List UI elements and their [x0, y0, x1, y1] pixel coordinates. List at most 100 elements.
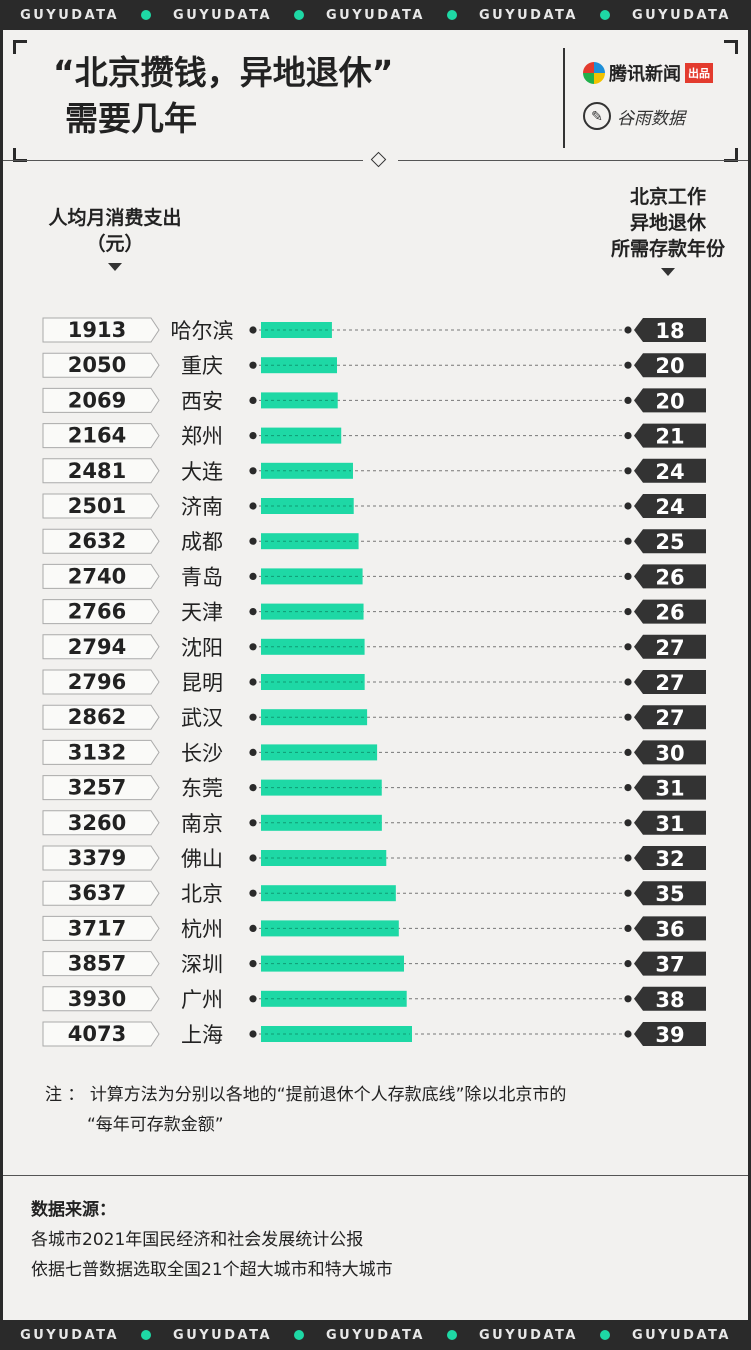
years-tag	[634, 318, 706, 342]
years-tag	[634, 881, 706, 906]
spending-tag	[42, 563, 160, 589]
row-dot	[624, 396, 632, 404]
guyu-data-logo: ✎ 谷雨数据	[583, 102, 685, 130]
brand-word: GUYUDATA	[478, 1327, 578, 1343]
footnote: 注 ： 计算方法为分别以各地的“提前退休个人存款底线”除以北京市的 “每年可存款…	[45, 1080, 566, 1140]
city-label: 昆明	[181, 671, 223, 695]
spending-label: 3857	[68, 952, 126, 976]
spending-label: 2632	[68, 529, 126, 553]
spending-tag	[42, 423, 160, 449]
infographic-card: “北京攒钱，异地退休” 需要几年 腾讯新闻 出品 ✎ 谷雨数据 人均月消费支出 …	[3, 30, 748, 1320]
spending-label: 3257	[68, 776, 126, 800]
brand-dot-icon	[446, 1330, 457, 1340]
spending-label: 4073	[68, 1022, 126, 1046]
tencent-news-logo: 腾讯新闻 出品	[583, 60, 713, 86]
guyu-data-text: 谷雨数据	[617, 108, 685, 129]
brand-word: GUYUDATA	[326, 7, 425, 23]
spending-label: 2481	[68, 459, 126, 483]
city-label: 重庆	[181, 354, 223, 378]
spending-bar	[261, 920, 399, 937]
spending-tag	[42, 951, 160, 977]
row-dot	[249, 889, 257, 897]
source-line2: 依据七普数据选取全国21个超大城市和特大城市	[31, 1260, 393, 1280]
years-tag	[634, 810, 706, 835]
row-dot	[249, 572, 257, 580]
brand-word: GUYUDATA	[326, 1327, 425, 1343]
title-divider	[563, 48, 565, 148]
city-label: 长沙	[181, 741, 223, 765]
years-tag	[634, 670, 706, 694]
city-label: 南京	[181, 812, 223, 836]
spending-tag	[42, 739, 160, 765]
row-dot	[249, 608, 257, 616]
spending-tag	[42, 1021, 160, 1047]
row-dot	[624, 819, 632, 827]
years-label: 39	[655, 1023, 684, 1047]
down-triangle-icon	[661, 268, 675, 276]
spending-bar	[261, 850, 387, 866]
row-dot	[249, 713, 257, 721]
years-tag	[634, 916, 706, 941]
spending-bar	[261, 1026, 412, 1042]
note-line2: “每年可存款金额”	[87, 1115, 224, 1135]
row-dot	[249, 502, 257, 510]
brand-strip-bottom: GUYUDATA GUYUDATA GUYUDATA GUYUDATA GUYUDATA	[0, 1320, 751, 1350]
row-dot	[624, 854, 632, 862]
years-label: 30	[655, 741, 684, 765]
years-label: 26	[655, 601, 684, 625]
spending-tag	[42, 880, 160, 906]
city-label: 东莞	[181, 777, 223, 801]
corner-mark	[13, 40, 27, 54]
spending-bar	[261, 568, 363, 585]
corner-mark	[724, 40, 738, 54]
divider-line	[398, 160, 748, 161]
row-dot	[249, 960, 257, 968]
row-dot	[249, 1030, 257, 1038]
spending-label: 1913	[68, 318, 126, 342]
row-dot	[624, 326, 632, 334]
years-label: 31	[655, 777, 684, 801]
diamond-ornament	[370, 151, 387, 168]
left-header-line1: 人均月消费支出	[48, 207, 182, 229]
row-dot	[249, 854, 257, 862]
years-tag	[634, 353, 706, 378]
spending-tag	[42, 986, 160, 1012]
spending-label: 2164	[68, 424, 126, 448]
city-label: 西安	[181, 389, 223, 413]
spending-label: 3260	[68, 811, 126, 835]
spending-bar	[261, 638, 365, 655]
row-dot	[624, 432, 632, 440]
spending-label: 3379	[68, 846, 126, 870]
row-dot	[624, 713, 632, 721]
spending-tag	[42, 528, 160, 554]
tencent-news-icon	[583, 62, 605, 84]
years-label: 27	[655, 636, 684, 660]
spending-bar	[261, 674, 365, 690]
bar-chart: 1913 哈尔滨 18 2050 重庆 20 2069 西安 20 2164 郑州 21 2481 大连 2…	[42, 317, 706, 1047]
city-label: 天津	[181, 601, 223, 625]
city-label: 沈阳	[181, 636, 223, 660]
left-column-header: 人均月消费支出 （元）	[35, 205, 195, 271]
brand-word: GUYUDATA	[478, 7, 578, 23]
brand-dot-icon	[141, 10, 152, 20]
page-title: “北京攒钱，异地退休” 需要几年	[53, 50, 393, 142]
brand-dot-icon	[599, 1330, 610, 1340]
spending-label: 3717	[68, 916, 126, 940]
years-label: 25	[655, 530, 684, 554]
row-dot	[249, 995, 257, 1003]
years-label: 20	[655, 354, 684, 378]
right-header-line1: 北京工作	[629, 186, 706, 208]
spending-label: 2862	[68, 705, 126, 729]
years-tag	[634, 951, 706, 976]
years-label: 24	[655, 460, 684, 484]
left-header-line2: （元）	[86, 233, 144, 255]
spending-label: 2796	[68, 670, 126, 694]
years-tag	[634, 634, 706, 659]
spending-tag	[42, 599, 160, 625]
spending-tag	[42, 669, 160, 695]
brand-word: GUYUDATA	[20, 7, 120, 23]
city-label: 济南	[181, 495, 223, 519]
years-tag	[634, 740, 706, 765]
years-tag	[634, 986, 706, 1011]
years-label: 24	[655, 495, 684, 519]
